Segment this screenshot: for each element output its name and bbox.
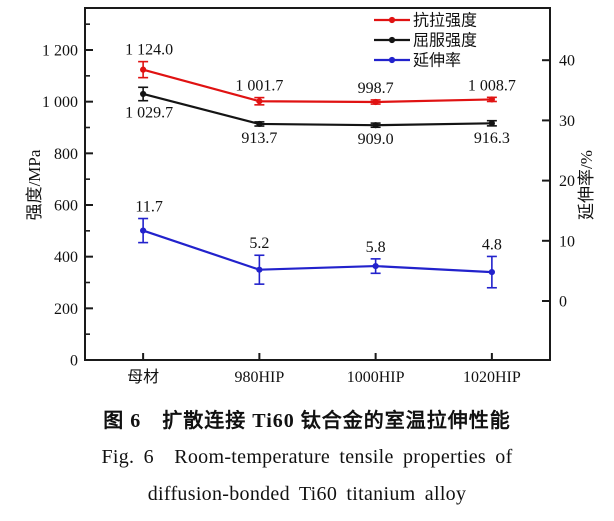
right-axis-title: 延伸率/% [577,150,596,220]
data-point-label: 1 001.7 [235,78,283,95]
legend-label: 延伸率 [413,52,461,70]
series-line-2 [142,229,492,274]
left-axis-tick-label: 1 000 [42,94,78,111]
legend-marker-dot [388,56,396,64]
data-point-label: 5.2 [249,235,269,252]
data-point-label: 909.0 [358,131,394,148]
data-point-label: 1 124.0 [125,42,173,59]
data-point-label: 913.7 [241,130,277,147]
left-axis-tick-label: 400 [54,249,78,266]
data-point-label: 11.7 [135,199,162,216]
data-point [372,98,379,106]
plot-frame [84,7,551,361]
data-point [256,120,263,128]
data-point [140,227,147,234]
data-point [488,120,495,127]
x-axis-category-label: 1020HIP [463,369,521,386]
x-axis-category-label: 母材 [127,368,159,386]
right-axis-tick-label: 10 [559,233,575,250]
data-point [256,98,263,105]
legend-marker-dot [388,36,396,44]
left-axis-title: 强度/MPa [25,149,44,220]
left-axis-tick-label: 600 [54,198,78,215]
right-axis-tick-label: 40 [559,53,575,70]
caption-english-line1: Fig. 6 Room-temperature tensile properti… [101,446,513,468]
figure-caption: 图 6 扩散连接 Ti60 钛合金的室温拉伸性能 Fig. 6 Room-tem… [0,409,614,519]
x-axis-category-label: 980HIP [234,369,284,386]
data-point [372,262,379,270]
data-point [256,266,263,273]
data-point-label: 5.8 [366,239,386,256]
left-axis-tick-label: 1 200 [42,43,78,60]
x-axis-category-label: 1000HIP [347,369,405,386]
data-point [372,122,379,129]
series-line-0 [142,68,492,104]
caption-english-line2: diffusion-bonded Ti60 titanium alloy [147,483,467,505]
data-point [488,96,495,103]
left-axis-tick-label: 200 [54,301,78,318]
data-point-label: 4.8 [482,236,502,253]
series-line-1 [142,92,492,127]
legend-label: 抗拉强度 [413,12,477,30]
legend-label: 屈服强度 [413,32,477,50]
tensile-properties-chart: 0 200 400 600 800 1 000 1 200 0 10 20 30 40 母材 980HIP… [25,7,596,386]
data-point-label: 916.3 [474,130,510,147]
left-axis-tick-label: 800 [54,146,78,163]
right-axis-tick-label: 0 [559,294,567,311]
data-point-label: 1 029.7 [125,105,173,122]
right-axis-tick-label: 30 [559,113,575,130]
data-point-label: 998.7 [358,80,394,97]
data-point [140,90,147,98]
caption-chinese: 图 6 扩散连接 Ti60 钛合金的室温拉伸性能 [103,410,511,432]
data-point [140,66,147,73]
legend-marker-dot [388,16,396,24]
data-point [488,269,495,276]
right-axis-tick-label: 20 [559,173,575,190]
left-axis-tick-label: 0 [70,353,78,370]
data-point-label: 1 008.7 [468,77,516,94]
